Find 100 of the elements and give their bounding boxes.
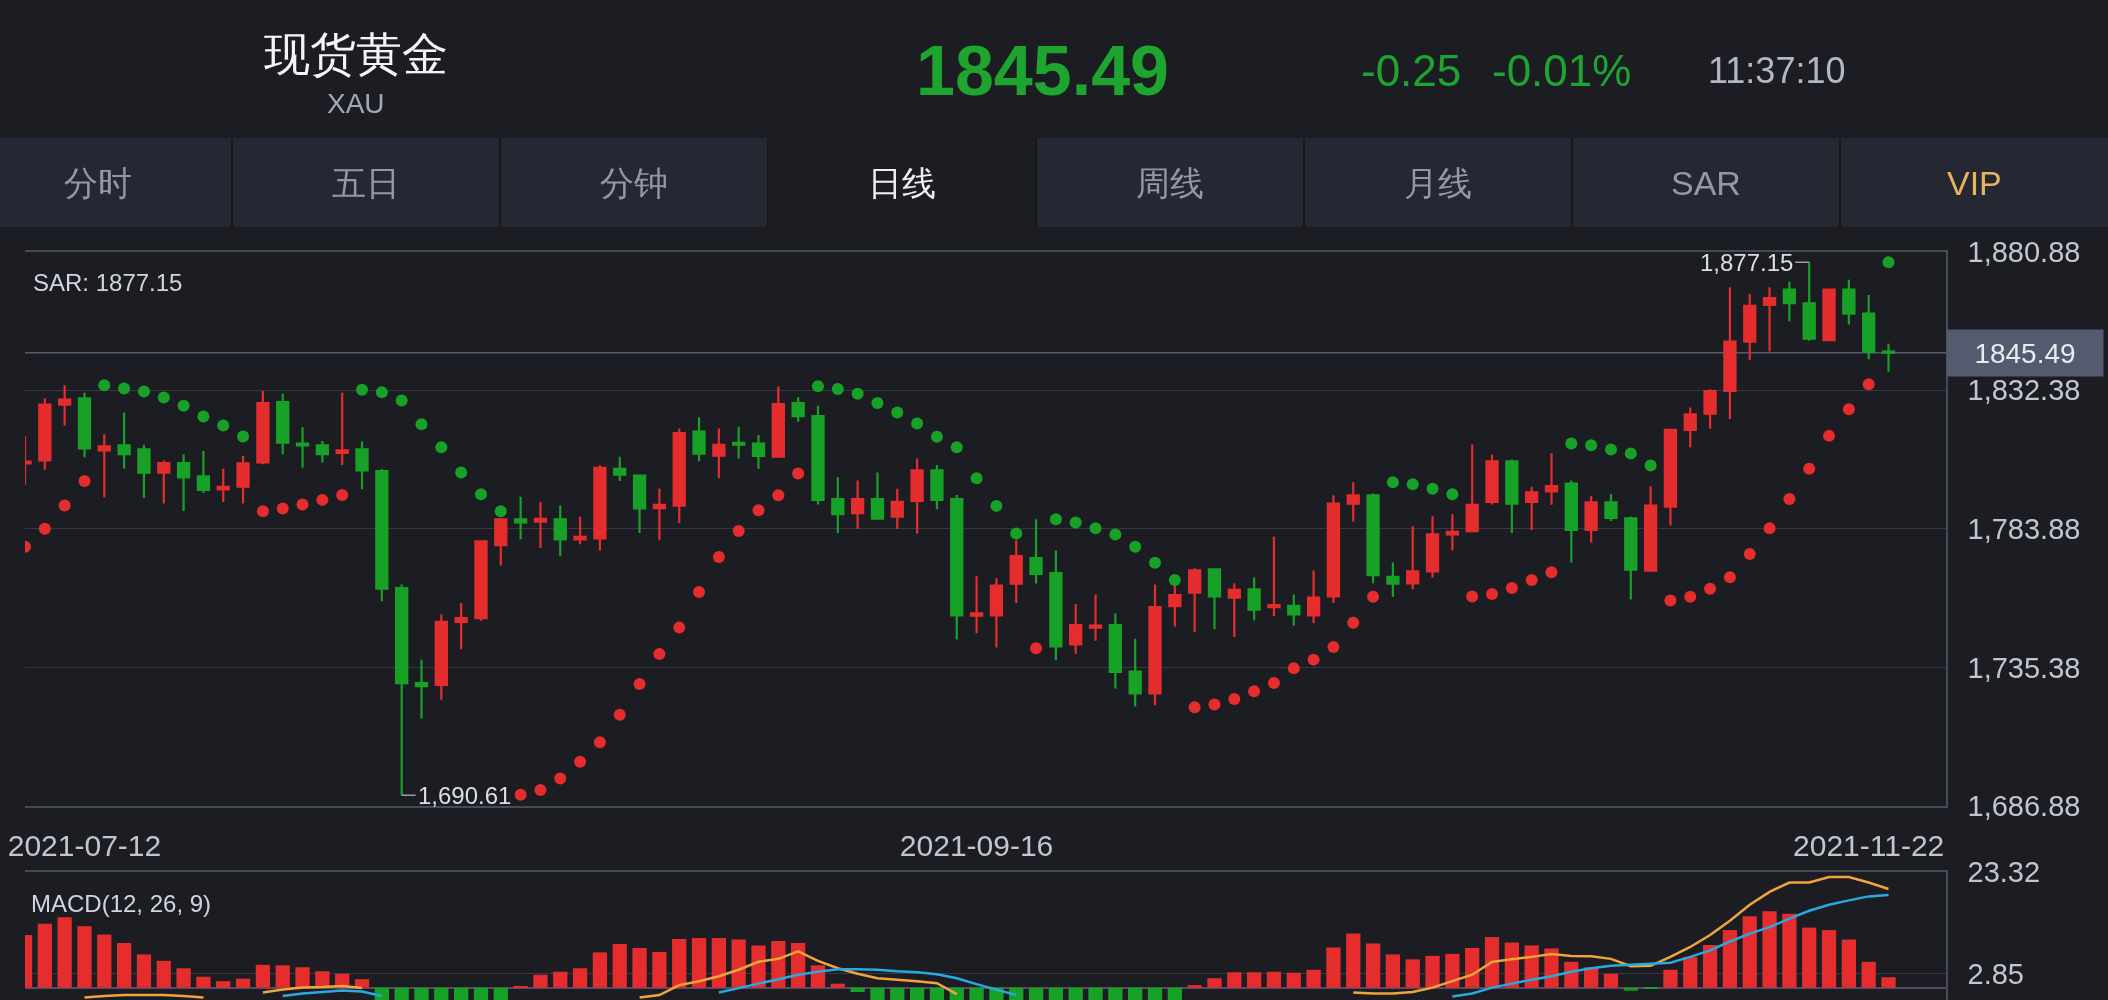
candlestick bbox=[632, 473, 647, 535]
bar bbox=[572, 968, 588, 988]
bar bbox=[1326, 947, 1341, 988]
candlestick bbox=[811, 404, 825, 506]
bar bbox=[1306, 969, 1321, 988]
x-tick-label: 2021-07-12 bbox=[7, 828, 162, 862]
bar bbox=[1227, 972, 1242, 988]
bar bbox=[1484, 937, 1500, 988]
candlestick bbox=[771, 385, 785, 459]
candlestick bbox=[573, 515, 587, 546]
candlestick bbox=[315, 439, 330, 464]
bar bbox=[37, 923, 52, 988]
candlestick bbox=[1247, 576, 1261, 622]
candlestick bbox=[1069, 602, 1083, 656]
candlestick bbox=[1485, 453, 1499, 506]
bar bbox=[1246, 972, 1262, 988]
candlestick bbox=[1227, 582, 1241, 639]
bar bbox=[1802, 927, 1817, 988]
bar bbox=[1028, 987, 1044, 1000]
text: -0.25 bbox=[1361, 46, 1462, 95]
candlestick bbox=[1723, 286, 1737, 421]
candlestick bbox=[1366, 492, 1380, 585]
y-tick-label: 1,832.38 bbox=[1967, 374, 2081, 407]
text: 分钟 bbox=[600, 164, 668, 202]
bar bbox=[1623, 987, 1638, 991]
bar bbox=[1722, 930, 1738, 988]
bar bbox=[1068, 987, 1083, 1000]
candlestick bbox=[1525, 485, 1539, 531]
candlestick bbox=[950, 493, 964, 641]
bar bbox=[1147, 987, 1163, 1000]
y-tick-label: 23.32 bbox=[1967, 856, 2041, 889]
candlestick bbox=[58, 384, 72, 427]
candlestick bbox=[295, 426, 310, 469]
candlestick bbox=[850, 479, 865, 531]
candlestick bbox=[1881, 342, 1896, 373]
candlestick bbox=[969, 575, 984, 635]
candlestick bbox=[196, 449, 211, 495]
candlestick bbox=[1663, 428, 1678, 527]
bar bbox=[97, 934, 112, 988]
candlestick bbox=[1128, 637, 1142, 708]
bar bbox=[275, 965, 290, 988]
candlestick bbox=[910, 457, 924, 535]
candlestick bbox=[117, 411, 131, 470]
candlestick bbox=[1425, 515, 1440, 579]
candlestick bbox=[1326, 494, 1341, 605]
candlestick bbox=[1762, 286, 1777, 353]
text: 日线 bbox=[868, 164, 936, 202]
annotation: 1,877.15 bbox=[1700, 249, 1794, 276]
bar bbox=[1821, 930, 1837, 988]
candlestick bbox=[989, 576, 1004, 649]
candlestick bbox=[1009, 539, 1023, 605]
bar bbox=[553, 971, 568, 988]
bar bbox=[57, 917, 72, 988]
bar bbox=[830, 983, 845, 988]
candlestick bbox=[1188, 567, 1202, 634]
candlestick bbox=[533, 500, 548, 549]
candlestick bbox=[236, 454, 250, 505]
y-tick-label: 1,783.88 bbox=[1967, 512, 2081, 545]
bar bbox=[394, 987, 409, 1000]
bar bbox=[1445, 953, 1460, 988]
candlestick bbox=[355, 440, 369, 491]
candlestick bbox=[176, 453, 191, 513]
candlestick bbox=[1862, 293, 1876, 361]
candlestick bbox=[890, 487, 904, 531]
bar bbox=[295, 967, 310, 988]
bar bbox=[1207, 978, 1222, 988]
candlestick bbox=[751, 433, 766, 470]
candlestick bbox=[1029, 518, 1043, 585]
bar bbox=[1128, 987, 1143, 1000]
text: 五日 bbox=[332, 164, 400, 202]
y-tick-label: 1,686.88 bbox=[1967, 790, 2081, 823]
bar bbox=[1603, 973, 1619, 988]
candlestick bbox=[256, 389, 270, 466]
bar bbox=[1266, 971, 1282, 988]
candlestick bbox=[593, 464, 607, 552]
candlestick bbox=[513, 495, 528, 541]
candlestick bbox=[1049, 549, 1063, 662]
candlestick bbox=[157, 459, 171, 505]
candlestick bbox=[1207, 567, 1222, 631]
bar bbox=[1405, 959, 1420, 988]
bar bbox=[493, 987, 508, 1000]
bar bbox=[1187, 985, 1202, 988]
bar bbox=[1108, 987, 1123, 1000]
candlestick bbox=[1842, 278, 1856, 326]
candlestick bbox=[1624, 515, 1638, 601]
bar bbox=[116, 942, 132, 988]
bar bbox=[434, 987, 449, 1000]
y-tick-label: 1,880.88 bbox=[1967, 235, 2081, 268]
candlestick bbox=[712, 427, 726, 480]
candlestick bbox=[930, 463, 944, 511]
candlestick bbox=[553, 504, 567, 558]
candlestick bbox=[1584, 494, 1598, 544]
candlestick bbox=[652, 487, 667, 542]
text: 现货黄金 bbox=[264, 28, 448, 80]
bar bbox=[1702, 944, 1718, 988]
text: MACD(12, 26, 9) bbox=[31, 890, 212, 917]
text: XAU bbox=[327, 88, 385, 119]
candlestick bbox=[831, 476, 845, 535]
bar bbox=[255, 964, 271, 988]
candlestick bbox=[672, 427, 686, 525]
